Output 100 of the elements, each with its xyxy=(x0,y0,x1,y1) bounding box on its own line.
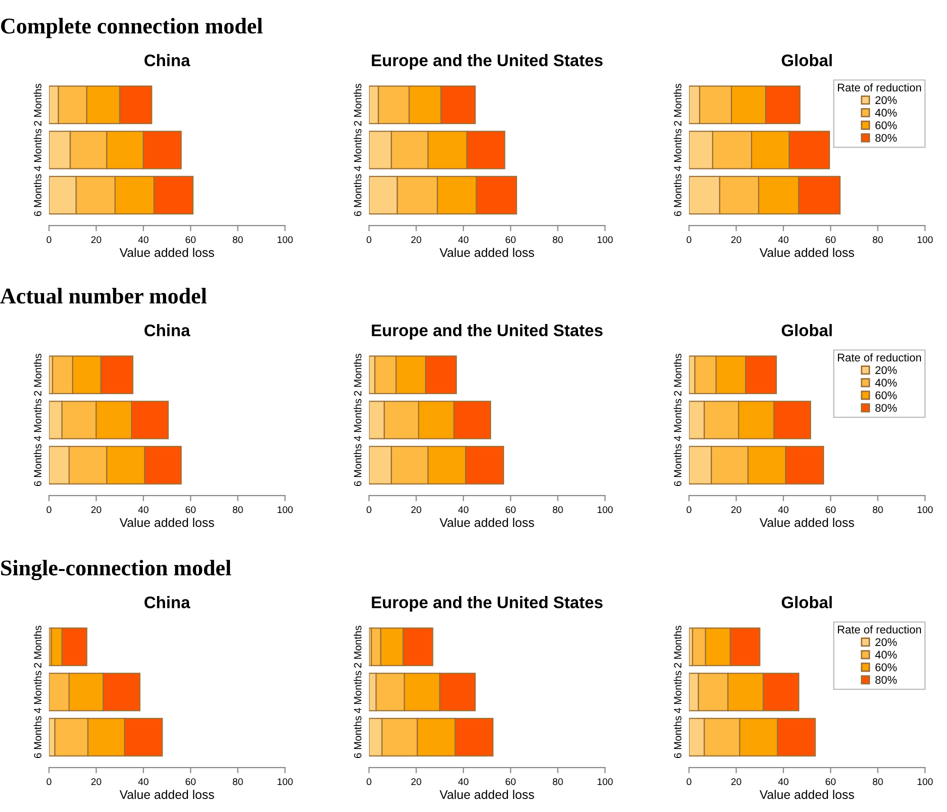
x-tick-label: 60 xyxy=(186,236,196,244)
chart-title: Europe and the United States xyxy=(372,54,603,70)
x-tick-label: 40 xyxy=(138,236,148,244)
x-tick-label: 80 xyxy=(232,778,243,786)
y-tick-label: 4 Months xyxy=(34,398,42,442)
x-tick-label: 80 xyxy=(872,236,883,244)
legend-label: 80% xyxy=(875,676,897,684)
x-tick-label: 0 xyxy=(686,778,692,786)
y-tick-label: 4 Months xyxy=(354,398,362,442)
x-tick-label: 100 xyxy=(598,778,613,786)
x-tick-label: 80 xyxy=(232,506,243,514)
y-tick-label: 4 Months xyxy=(674,398,682,442)
x-axis-title: Value added loss xyxy=(120,518,214,527)
x-tick-label: 60 xyxy=(826,506,836,514)
legend-label: 20% xyxy=(875,366,897,374)
legend-title: Rate of reduction xyxy=(838,625,921,634)
x-tick-label: 100 xyxy=(278,778,293,786)
x-tick-label: 80 xyxy=(552,778,563,786)
x-tick-label: 80 xyxy=(552,236,563,244)
x-tick-label: 0 xyxy=(46,236,52,244)
x-tick-label: 0 xyxy=(366,506,372,514)
x-tick-label: 40 xyxy=(458,778,468,786)
x-tick-label: 0 xyxy=(46,506,52,514)
x-tick-label: 60 xyxy=(826,236,836,244)
x-axis-title: Value added loss xyxy=(120,248,214,257)
y-tick-label: 4 Months xyxy=(34,670,42,714)
x-tick-label: 60 xyxy=(506,236,516,244)
x-tick-label: 60 xyxy=(186,778,196,786)
y-tick-label: 6 Months xyxy=(34,444,42,486)
text: Complete connection model xyxy=(1,18,263,38)
x-axis-title: Value added loss xyxy=(760,790,854,799)
y-tick-label: 6 Months xyxy=(354,174,362,216)
x-tick-label: 20 xyxy=(731,778,742,786)
text: Actual number model xyxy=(0,288,207,304)
legend-label: 40% xyxy=(875,108,897,117)
y-tick-label: 6 Months xyxy=(354,716,362,758)
x-tick-label: 40 xyxy=(458,506,468,514)
x-tick-label: 100 xyxy=(598,236,613,244)
y-tick-label: 2 Months xyxy=(34,84,42,126)
x-tick-label: 0 xyxy=(46,778,52,786)
y-tick-label: 6 Months xyxy=(674,716,682,758)
y-tick-label: 4 Months xyxy=(674,670,682,714)
x-tick-label: 0 xyxy=(366,778,372,786)
legend-label: 60% xyxy=(875,391,897,400)
chart-title: Europe and the United States xyxy=(372,324,603,340)
legend-label: 20% xyxy=(875,638,897,646)
x-tick-label: 20 xyxy=(411,778,422,786)
x-tick-label: 100 xyxy=(278,236,293,244)
y-tick-label: 2 Months xyxy=(674,84,682,126)
x-tick-label: 80 xyxy=(872,506,883,514)
y-tick-label: 2 Months xyxy=(354,626,362,668)
x-tick-label: 100 xyxy=(918,506,933,514)
x-tick-label: 100 xyxy=(278,506,293,514)
chart-title: China xyxy=(144,324,190,336)
y-tick-label: 2 Months xyxy=(674,354,682,396)
y-tick-label: 2 Months xyxy=(354,354,362,396)
x-tick-label: 0 xyxy=(686,506,692,514)
x-tick-label: 40 xyxy=(778,506,788,514)
legend-title: Rate of reduction xyxy=(838,353,921,362)
x-tick-label: 0 xyxy=(686,236,692,244)
y-tick-label: 4 Months xyxy=(674,128,682,172)
y-tick-label: 2 Months xyxy=(34,626,42,668)
legend-label: 60% xyxy=(875,121,897,130)
x-axis-title: Value added loss xyxy=(440,518,534,527)
x-tick-label: 20 xyxy=(411,506,422,514)
y-tick-label: 4 Months xyxy=(354,128,362,172)
x-tick-label: 20 xyxy=(731,236,742,244)
x-tick-label: 40 xyxy=(778,778,788,786)
legend-label: 80% xyxy=(875,134,897,142)
chart-title: China xyxy=(144,596,190,608)
y-tick-label: 2 Months xyxy=(354,84,362,126)
legend-label: 80% xyxy=(875,404,897,412)
x-tick-label: 80 xyxy=(552,506,563,514)
x-axis-title: Value added loss xyxy=(760,518,854,527)
legend-label: 40% xyxy=(875,378,897,387)
x-tick-label: 60 xyxy=(506,778,516,786)
legend-title: Rate of reduction xyxy=(838,83,921,92)
x-axis-title: Value added loss xyxy=(120,790,214,799)
y-tick-label: 6 Months xyxy=(354,444,362,486)
x-tick-label: 20 xyxy=(731,506,742,514)
chart-title: Global xyxy=(782,324,832,336)
x-axis-title: Value added loss xyxy=(440,248,534,257)
y-tick-label: 2 Months xyxy=(34,354,42,396)
x-tick-label: 20 xyxy=(91,506,102,514)
x-tick-label: 20 xyxy=(91,236,102,244)
y-tick-label: 4 Months xyxy=(34,128,42,172)
x-tick-label: 20 xyxy=(91,778,102,786)
x-tick-label: 100 xyxy=(918,778,933,786)
chart-title: Global xyxy=(782,596,832,608)
x-tick-label: 40 xyxy=(458,236,468,244)
chart-title: Europe and the United States xyxy=(372,596,603,612)
x-tick-label: 0 xyxy=(366,236,372,244)
x-tick-label: 20 xyxy=(411,236,422,244)
y-tick-label: 6 Months xyxy=(34,174,42,216)
legend-label: 40% xyxy=(875,650,897,659)
x-tick-label: 60 xyxy=(826,778,836,786)
y-tick-label: 6 Months xyxy=(674,444,682,486)
x-tick-label: 60 xyxy=(506,506,516,514)
legend-label: 60% xyxy=(875,663,897,672)
chart-title: Global xyxy=(782,54,832,66)
